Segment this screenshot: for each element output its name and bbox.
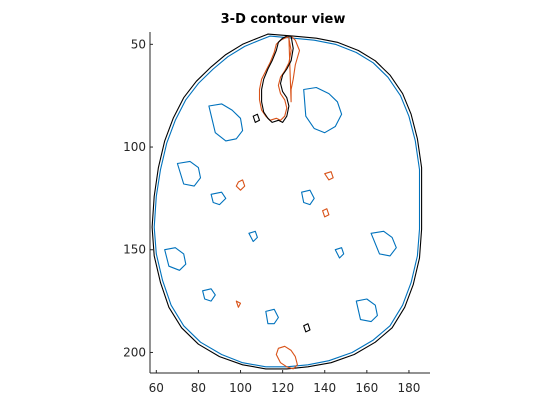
y-tick-label: 100 [123,140,146,154]
contour-line-inner-15 [265,308,279,325]
contour-line-inner-18 [334,247,345,259]
x-tick-label: 160 [355,381,378,395]
contour-line-inner-12 [164,247,187,271]
contour-line-inner-16 [301,189,315,206]
contour-line-frontal-region-2 [258,35,301,121]
x-tick-label: 180 [397,381,420,395]
contour-line-lesion-5 [235,179,246,191]
x-tick-label: 140 [313,381,336,395]
contour-line-frontal-region-3 [261,35,294,123]
contour-line-inner-22 [303,323,311,333]
x-tick-label: 120 [271,381,294,395]
x-tick-label: 100 [229,381,252,395]
y-tick-label: 50 [131,37,146,51]
contour-line-inner-21 [252,113,261,123]
y-tick-label: 200 [123,345,146,359]
contour-line-inner-13 [370,230,397,257]
contour-line-lesion-8 [235,300,242,308]
axes [149,32,430,374]
x-tick-label: 60 [149,381,164,395]
contour-line-inner-19 [202,288,216,302]
contour-line-outer-1 [153,35,421,368]
contour-line-inner-20 [210,191,227,206]
x-ticks: 60 80 100 120 140 160 180 [149,370,420,395]
y-ticks: 50 100 150 200 [123,37,153,359]
contour-line-inner-10 [208,103,244,142]
x-tick-label: 80 [191,381,206,395]
contour-line-inner-9 [303,86,343,134]
contour-line-inner-14 [355,298,378,323]
contour-line-lesion-6 [322,208,330,218]
contour-line-lesion-7 [324,171,334,181]
contour-line-outer-0 [151,33,423,370]
y-tick-label: 150 [123,243,146,257]
contour-line-inner-17 [248,230,258,243]
contour-line-lesion-4 [275,345,298,370]
contour-layer [151,33,423,370]
chart-title: 3-D contour view [221,12,346,27]
contour-line-inner-11 [176,160,202,187]
